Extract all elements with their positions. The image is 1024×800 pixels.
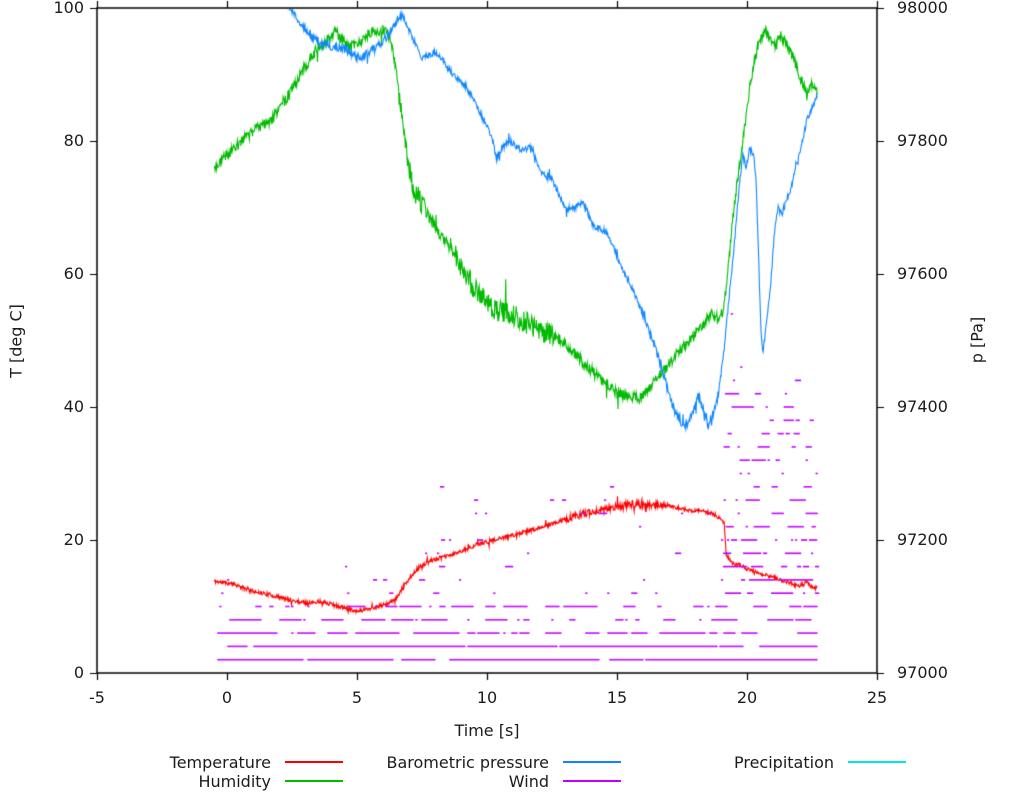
- x-axis-tick-label: 5: [351, 688, 363, 707]
- x-axis-tick-label: 20: [736, 688, 758, 707]
- y-axis-tick-label: 20: [63, 530, 84, 549]
- y2-axis-tick-label: 97400: [897, 397, 948, 416]
- y-axis-tick-label: 60: [63, 264, 84, 283]
- x-axis-tick-label: -5: [89, 688, 105, 707]
- legend-line-sample: [285, 761, 343, 763]
- y2-axis-title: p [Pa]: [967, 316, 987, 364]
- y-axis-tick-label: 100: [53, 0, 84, 17]
- x-axis-tick-label: 0: [221, 688, 233, 707]
- y2-axis-tick-label: 97800: [897, 131, 948, 150]
- y2-axis-tick-label: 97000: [897, 663, 948, 682]
- x-axis-tick-label: 25: [866, 688, 888, 707]
- x-axis-title: Time [s]: [454, 721, 520, 740]
- x-axis-tick-label: 10: [476, 688, 498, 707]
- x-axis-tick-label: 15: [606, 688, 628, 707]
- legend-label-humidity: Humidity: [198, 772, 271, 791]
- y-axis-title: T [deg C]: [6, 304, 26, 378]
- legend-label-precipitation: Precipitation: [733, 753, 834, 772]
- legend-line-sample: [285, 780, 343, 782]
- y-axis-tick-label: 80: [63, 131, 84, 150]
- legend-line-sample: [563, 761, 621, 763]
- legend-label-wind: Wind: [508, 772, 549, 791]
- legend-label-temperature: Temperature: [169, 753, 271, 772]
- legend-line-sample: [563, 780, 621, 782]
- y-axis-tick-label: 40: [63, 397, 84, 416]
- y2-axis-tick-label: 97200: [897, 530, 948, 549]
- y2-axis-tick-label: 98000: [897, 0, 948, 17]
- legend-line-sample: [848, 761, 906, 763]
- y2-axis-tick-label: 97600: [897, 264, 948, 283]
- y-axis-tick-label: 0: [73, 663, 84, 682]
- legend-label-barometric-pressure: Barometric pressure: [386, 753, 549, 772]
